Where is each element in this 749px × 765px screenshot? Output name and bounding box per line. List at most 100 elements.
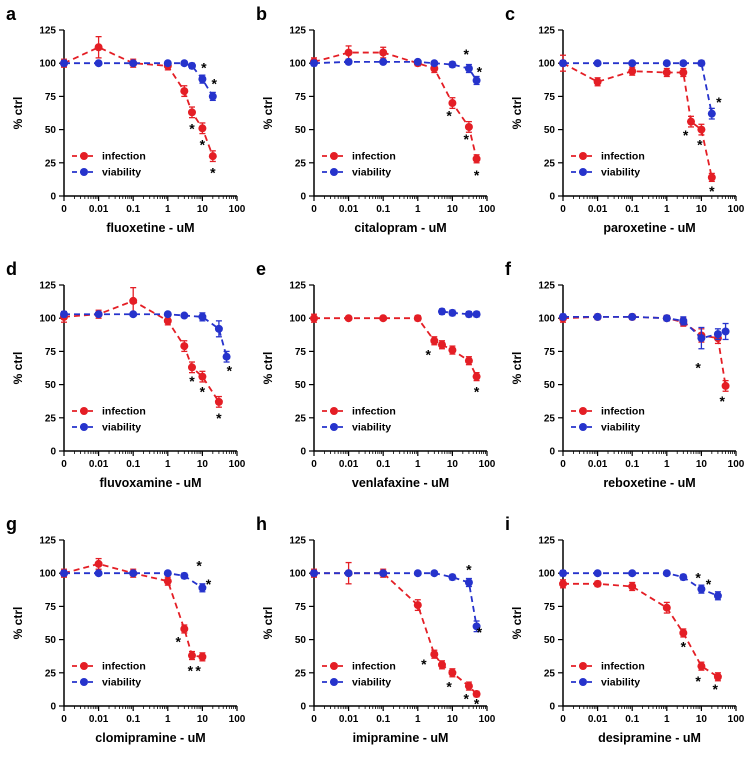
y-tick-label: 100 (39, 314, 56, 325)
significance-star: * (189, 121, 195, 137)
infection-data-point (163, 577, 172, 586)
viability-data-point (593, 569, 602, 578)
y-tick-label: 25 (295, 668, 307, 679)
panel-letter: e (256, 259, 266, 279)
significance-star: * (696, 673, 702, 689)
viability-data-point (628, 569, 637, 578)
viability-data-point (180, 59, 189, 68)
x-axis-label: clomipramine - uM (95, 731, 205, 745)
y-tick-label: 25 (45, 158, 57, 169)
viability-data-point (214, 324, 223, 333)
legend-label-viability: viability (601, 167, 640, 179)
x-tick-label: 0 (561, 714, 567, 725)
viability-curve (563, 315, 727, 340)
viability-data-point (163, 310, 172, 319)
y-axis-label: % ctrl (261, 97, 275, 130)
significance-star: * (683, 127, 689, 143)
y-tick-label: 100 (539, 314, 556, 325)
infection-data-point (309, 314, 318, 323)
infection-data-point (187, 363, 196, 372)
y-tick-label: 50 (544, 635, 556, 646)
significance-star: * (696, 360, 702, 376)
y-axis-label: % ctrl (261, 352, 275, 385)
significance-star: * (474, 384, 480, 400)
infection-data-point (628, 67, 637, 76)
infection-data-point (344, 48, 353, 57)
significance-star: * (713, 681, 719, 697)
infection-data-point (180, 87, 189, 96)
x-tick-label: 0.1 (626, 459, 640, 470)
x-tick-label: 0.01 (588, 204, 608, 215)
significance-star: * (466, 562, 472, 578)
legend-marker-viability (329, 678, 338, 686)
infection-data-point (437, 660, 446, 669)
x-tick-label: 0.1 (376, 204, 390, 215)
significance-star: * (196, 558, 202, 574)
panel-g: g 0 25 50 75 100 125 % ctrl 0 0.01 0.1 1 10 100 clomip… (0, 510, 249, 765)
viability-data-point (429, 569, 438, 578)
x-tick-label: 0.01 (588, 459, 608, 470)
y-tick-label: 75 (295, 92, 307, 103)
y-tick-label: 0 (300, 192, 306, 203)
panel-d-chart: d 0 25 50 75 100 125 % ctrl 0 0.01 0.1 1 10 100 fluvox… (6, 259, 246, 490)
infection-data-point (663, 603, 672, 612)
x-tick-label: 0.01 (339, 204, 359, 215)
infection-data-point (464, 682, 473, 691)
y-tick-label: 25 (45, 413, 57, 424)
viability-data-point (472, 622, 481, 631)
x-tick-label: 10 (197, 204, 209, 215)
infection-data-point (593, 579, 602, 588)
y-tick-label: 25 (45, 668, 57, 679)
y-tick-label: 50 (544, 125, 556, 136)
legend-label-infection: infection (352, 406, 396, 418)
significance-star: * (188, 662, 194, 678)
x-tick-label: 1 (664, 459, 670, 470)
x-tick-label: 10 (696, 459, 708, 470)
viability-data-point (663, 569, 672, 578)
legend-label-viability: viability (601, 677, 640, 689)
x-tick-label: 1 (664, 204, 670, 215)
y-tick-label: 0 (550, 447, 556, 458)
x-tick-label: 100 (728, 459, 745, 470)
significance-star: * (216, 410, 222, 426)
significance-star: * (681, 639, 687, 655)
significance-star: * (476, 63, 482, 79)
y-tick-label: 50 (45, 635, 57, 646)
panel-letter: b (256, 4, 267, 24)
viability-data-point (697, 585, 706, 594)
panel-g-chart: g 0 25 50 75 100 125 % ctrl 0 0.01 0.1 1 10 100 clomip… (6, 514, 246, 745)
legend-label-infection: infection (601, 661, 645, 673)
infection-data-point (198, 124, 207, 133)
viability-data-point (472, 310, 481, 319)
y-tick-label: 50 (544, 380, 556, 391)
y-tick-label: 50 (45, 380, 57, 391)
x-tick-label: 1 (415, 459, 421, 470)
viability-data-point (663, 314, 672, 323)
y-tick-label: 50 (295, 635, 307, 646)
infection-data-point (697, 662, 706, 671)
significance-star: * (463, 690, 469, 706)
y-tick-label: 125 (39, 281, 56, 292)
panel-d: d 0 25 50 75 100 125 % ctrl 0 0.01 0.1 1 10 100 fluvox… (0, 255, 249, 510)
x-tick-label: 0 (311, 714, 317, 725)
x-tick-label: 0 (311, 459, 317, 470)
panel-h: h 0 25 50 75 100 125 % ctrl 0 0.01 0.1 1 10 100 imipra… (250, 510, 499, 765)
y-tick-label: 25 (544, 413, 556, 424)
x-tick-label: 0 (311, 204, 317, 215)
y-tick-label: 125 (539, 281, 556, 292)
x-tick-label: 100 (478, 204, 495, 215)
panel-i-chart: i 0 25 50 75 100 125 % ctrl 0 0.01 0.1 1 10 100 desipr… (505, 514, 745, 745)
legend-label-infection: infection (102, 406, 146, 418)
viability-data-point (464, 310, 473, 319)
viability-data-point (94, 59, 103, 68)
viability-data-point (309, 59, 318, 68)
x-tick-label: 100 (478, 714, 495, 725)
legend-marker-infection (579, 152, 588, 160)
viability-data-point (472, 76, 481, 85)
x-tick-label: 100 (229, 459, 246, 470)
infection-data-point (697, 125, 706, 134)
infection-data-point (413, 314, 422, 323)
viability-data-point (378, 57, 387, 66)
x-tick-label: 0.1 (626, 204, 640, 215)
infection-data-point (198, 652, 207, 661)
